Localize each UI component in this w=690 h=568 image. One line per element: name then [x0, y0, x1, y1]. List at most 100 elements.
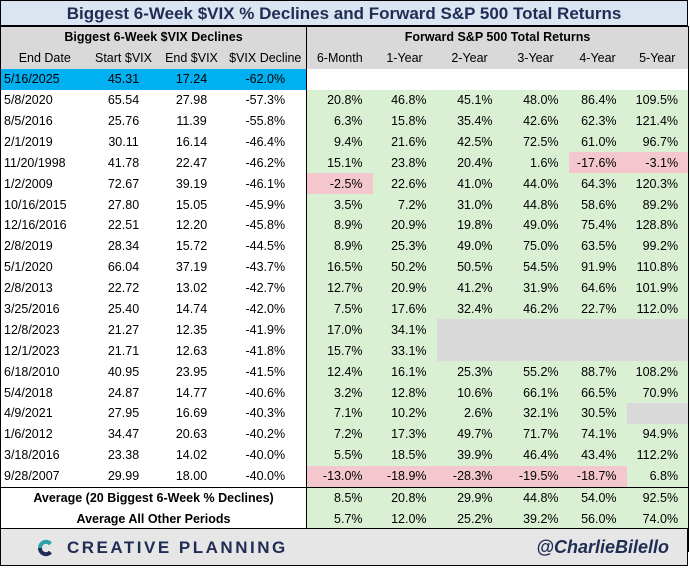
start-vix-cell: 29.99 — [107, 469, 140, 484]
end-date-cell: 8/5/2016 — [4, 114, 53, 128]
return-cell — [568, 340, 627, 362]
vix-decline-cell: -43.7% — [245, 260, 286, 275]
return-cell: 17.6% — [372, 298, 437, 320]
end-vix-cell: 16.69 — [175, 406, 208, 421]
start-vix-cell: 41.78 — [107, 155, 140, 170]
return-cell: -18.7% — [568, 465, 627, 488]
return-cell — [503, 69, 569, 90]
vix-decline-cell: -42.0% — [245, 302, 286, 317]
end-date-cell: 12/16/2016 — [4, 218, 67, 233]
brand-name: CREATIVE PLANNING — [67, 538, 288, 557]
end-date-cell: 12/8/2023 — [4, 322, 60, 337]
return-cell: -19.5% — [502, 465, 569, 488]
return-cell: 31.9% — [502, 277, 569, 299]
return-cell: -13.0% — [306, 465, 373, 488]
return-cell: 20.4% — [436, 152, 503, 174]
return-cell: 15.7% — [306, 340, 373, 362]
end-vix-cell: 15.72 — [175, 239, 208, 254]
summary-return-cell: 25.2% — [436, 508, 503, 531]
return-cell: 45.1% — [436, 89, 503, 111]
return-cell: 55.2% — [502, 361, 569, 383]
start-vix-cell: 28.34 — [107, 239, 140, 254]
return-cell: 15.1% — [306, 152, 373, 174]
end-date-cell: 2/1/2019 — [4, 134, 53, 149]
returns-table: Biggest 6-Week $VIX Declines Forward S&P… — [0, 26, 690, 553]
left-group-header: Biggest 6-Week $VIX Declines — [0, 26, 307, 48]
return-cell: 86.4% — [568, 89, 627, 111]
end-vix-cell: 15.05 — [175, 197, 208, 212]
return-cell: 94.9% — [626, 423, 689, 445]
table-row: 2/8/2019 28.34 15.72 -44.5% 8.9% 25.3% 49.0% 75… — [1, 235, 689, 257]
end-vix-cell: 37.19 — [175, 260, 208, 275]
return-cell: 35.4% — [436, 110, 503, 132]
end-vix-cell: 22.47 — [175, 155, 208, 170]
summary-return-cell: 56.0% — [568, 508, 627, 531]
end-vix-cell: 12.35 — [175, 322, 208, 337]
column-header: 4-Year — [568, 47, 627, 69]
vix-decline-cell: -44.5% — [245, 239, 286, 254]
start-vix-cell: 22.72 — [107, 281, 140, 296]
return-cell: 22.7% — [568, 298, 627, 320]
table-row: 4/9/2021 27.95 16.69 -40.3% 7.1% 10.2% 2.6% 32.… — [1, 403, 689, 424]
end-date-cell: 2/8/2013 — [4, 281, 53, 296]
return-cell: 12.8% — [372, 382, 437, 404]
vix-decline-cell: -46.4% — [245, 134, 286, 149]
end-vix-cell: 17.24 — [158, 68, 225, 90]
table-row: 10/16/2015 27.80 15.05 -45.9% 3.5% 7.2% 31.0% 4… — [1, 194, 689, 216]
start-vix-cell: 34.47 — [107, 427, 140, 442]
return-cell: 74.1% — [568, 423, 627, 445]
vix-decline-cell: -46.1% — [245, 176, 286, 191]
table-row: 1/2/2009 72.67 39.19 -46.1% -2.5% 22.6% 41.0% 4… — [1, 173, 689, 195]
table-row: 9/28/2007 29.99 18.00 -40.0% -13.0% -18.9% -28… — [1, 465, 689, 488]
return-cell: 2.6% — [436, 403, 503, 424]
column-header: $VIX Decline — [224, 47, 307, 69]
return-cell: 42.5% — [436, 131, 503, 153]
return-cell: 49.0% — [436, 235, 503, 257]
table-row: 12/1/2023 21.71 12.63 -41.8% 15.7% 33.1% — [1, 340, 689, 362]
return-cell: 19.8% — [436, 215, 503, 236]
return-cell: -2.5% — [306, 173, 373, 195]
return-cell: 8.9% — [306, 235, 373, 257]
end-date-cell: 3/25/2016 — [4, 302, 60, 317]
return-cell: 72.5% — [502, 131, 569, 153]
start-vix-cell: 22.51 — [107, 218, 140, 233]
end-date-cell: 9/28/2007 — [4, 469, 60, 484]
return-cell: 8.9% — [306, 215, 373, 236]
end-date-cell: 11/20/1998 — [4, 155, 66, 170]
return-cell: 16.1% — [372, 361, 437, 383]
end-date-cell: 5/1/2020 — [4, 260, 53, 275]
table-row: 12/16/2016 22.51 12.20 -45.8% 8.9% 20.9% 19.8%… — [1, 215, 689, 236]
return-cell: 17.3% — [372, 423, 437, 445]
table-row: 5/4/2018 24.87 14.77 -40.6% 3.2% 12.8% 10.6% 66… — [1, 382, 689, 404]
return-cell: 7.2% — [372, 194, 437, 216]
start-vix-cell: 27.80 — [107, 197, 140, 212]
end-vix-cell: 27.98 — [175, 93, 208, 108]
return-cell: 9.4% — [306, 131, 373, 153]
vix-decline-cell: -40.0% — [245, 469, 286, 484]
vix-decline-cell: -57.3% — [245, 93, 286, 108]
return-cell: 91.9% — [568, 256, 627, 278]
end-vix-cell: 20.63 — [175, 427, 208, 442]
return-cell: 96.7% — [626, 131, 689, 153]
table-body: 5/16/2025 45.31 17.24 -62.0% 5/8/2020 65.54 27… — [0, 68, 689, 488]
end-vix-cell: 14.77 — [175, 385, 208, 400]
return-cell: 61.0% — [568, 131, 627, 153]
table-row: 2/1/2019 30.11 16.14 -46.4% 9.4% 21.6% 42.5% 72… — [1, 131, 689, 153]
end-date-cell: 3/18/2016 — [4, 448, 60, 463]
return-cell: 88.7% — [568, 361, 627, 383]
return-cell — [306, 68, 373, 90]
return-cell: 30.5% — [568, 403, 627, 424]
return-cell: 112.2% — [626, 444, 689, 466]
return-cell: 101.9% — [626, 277, 689, 299]
end-date-cell: 10/16/2015 — [4, 197, 67, 212]
return-cell: -18.9% — [372, 465, 437, 488]
vix-decline-cell: -40.0% — [245, 448, 286, 463]
summary-return-cell: 74.0% — [626, 508, 689, 531]
return-cell — [627, 69, 689, 90]
return-cell — [373, 69, 437, 90]
start-vix-cell: 25.40 — [107, 302, 140, 317]
end-date-cell: 4/9/2021 — [4, 406, 53, 421]
return-cell: 16.5% — [306, 256, 373, 278]
end-date-cell: 5/4/2018 — [4, 385, 53, 400]
return-cell: 21.6% — [372, 131, 437, 153]
